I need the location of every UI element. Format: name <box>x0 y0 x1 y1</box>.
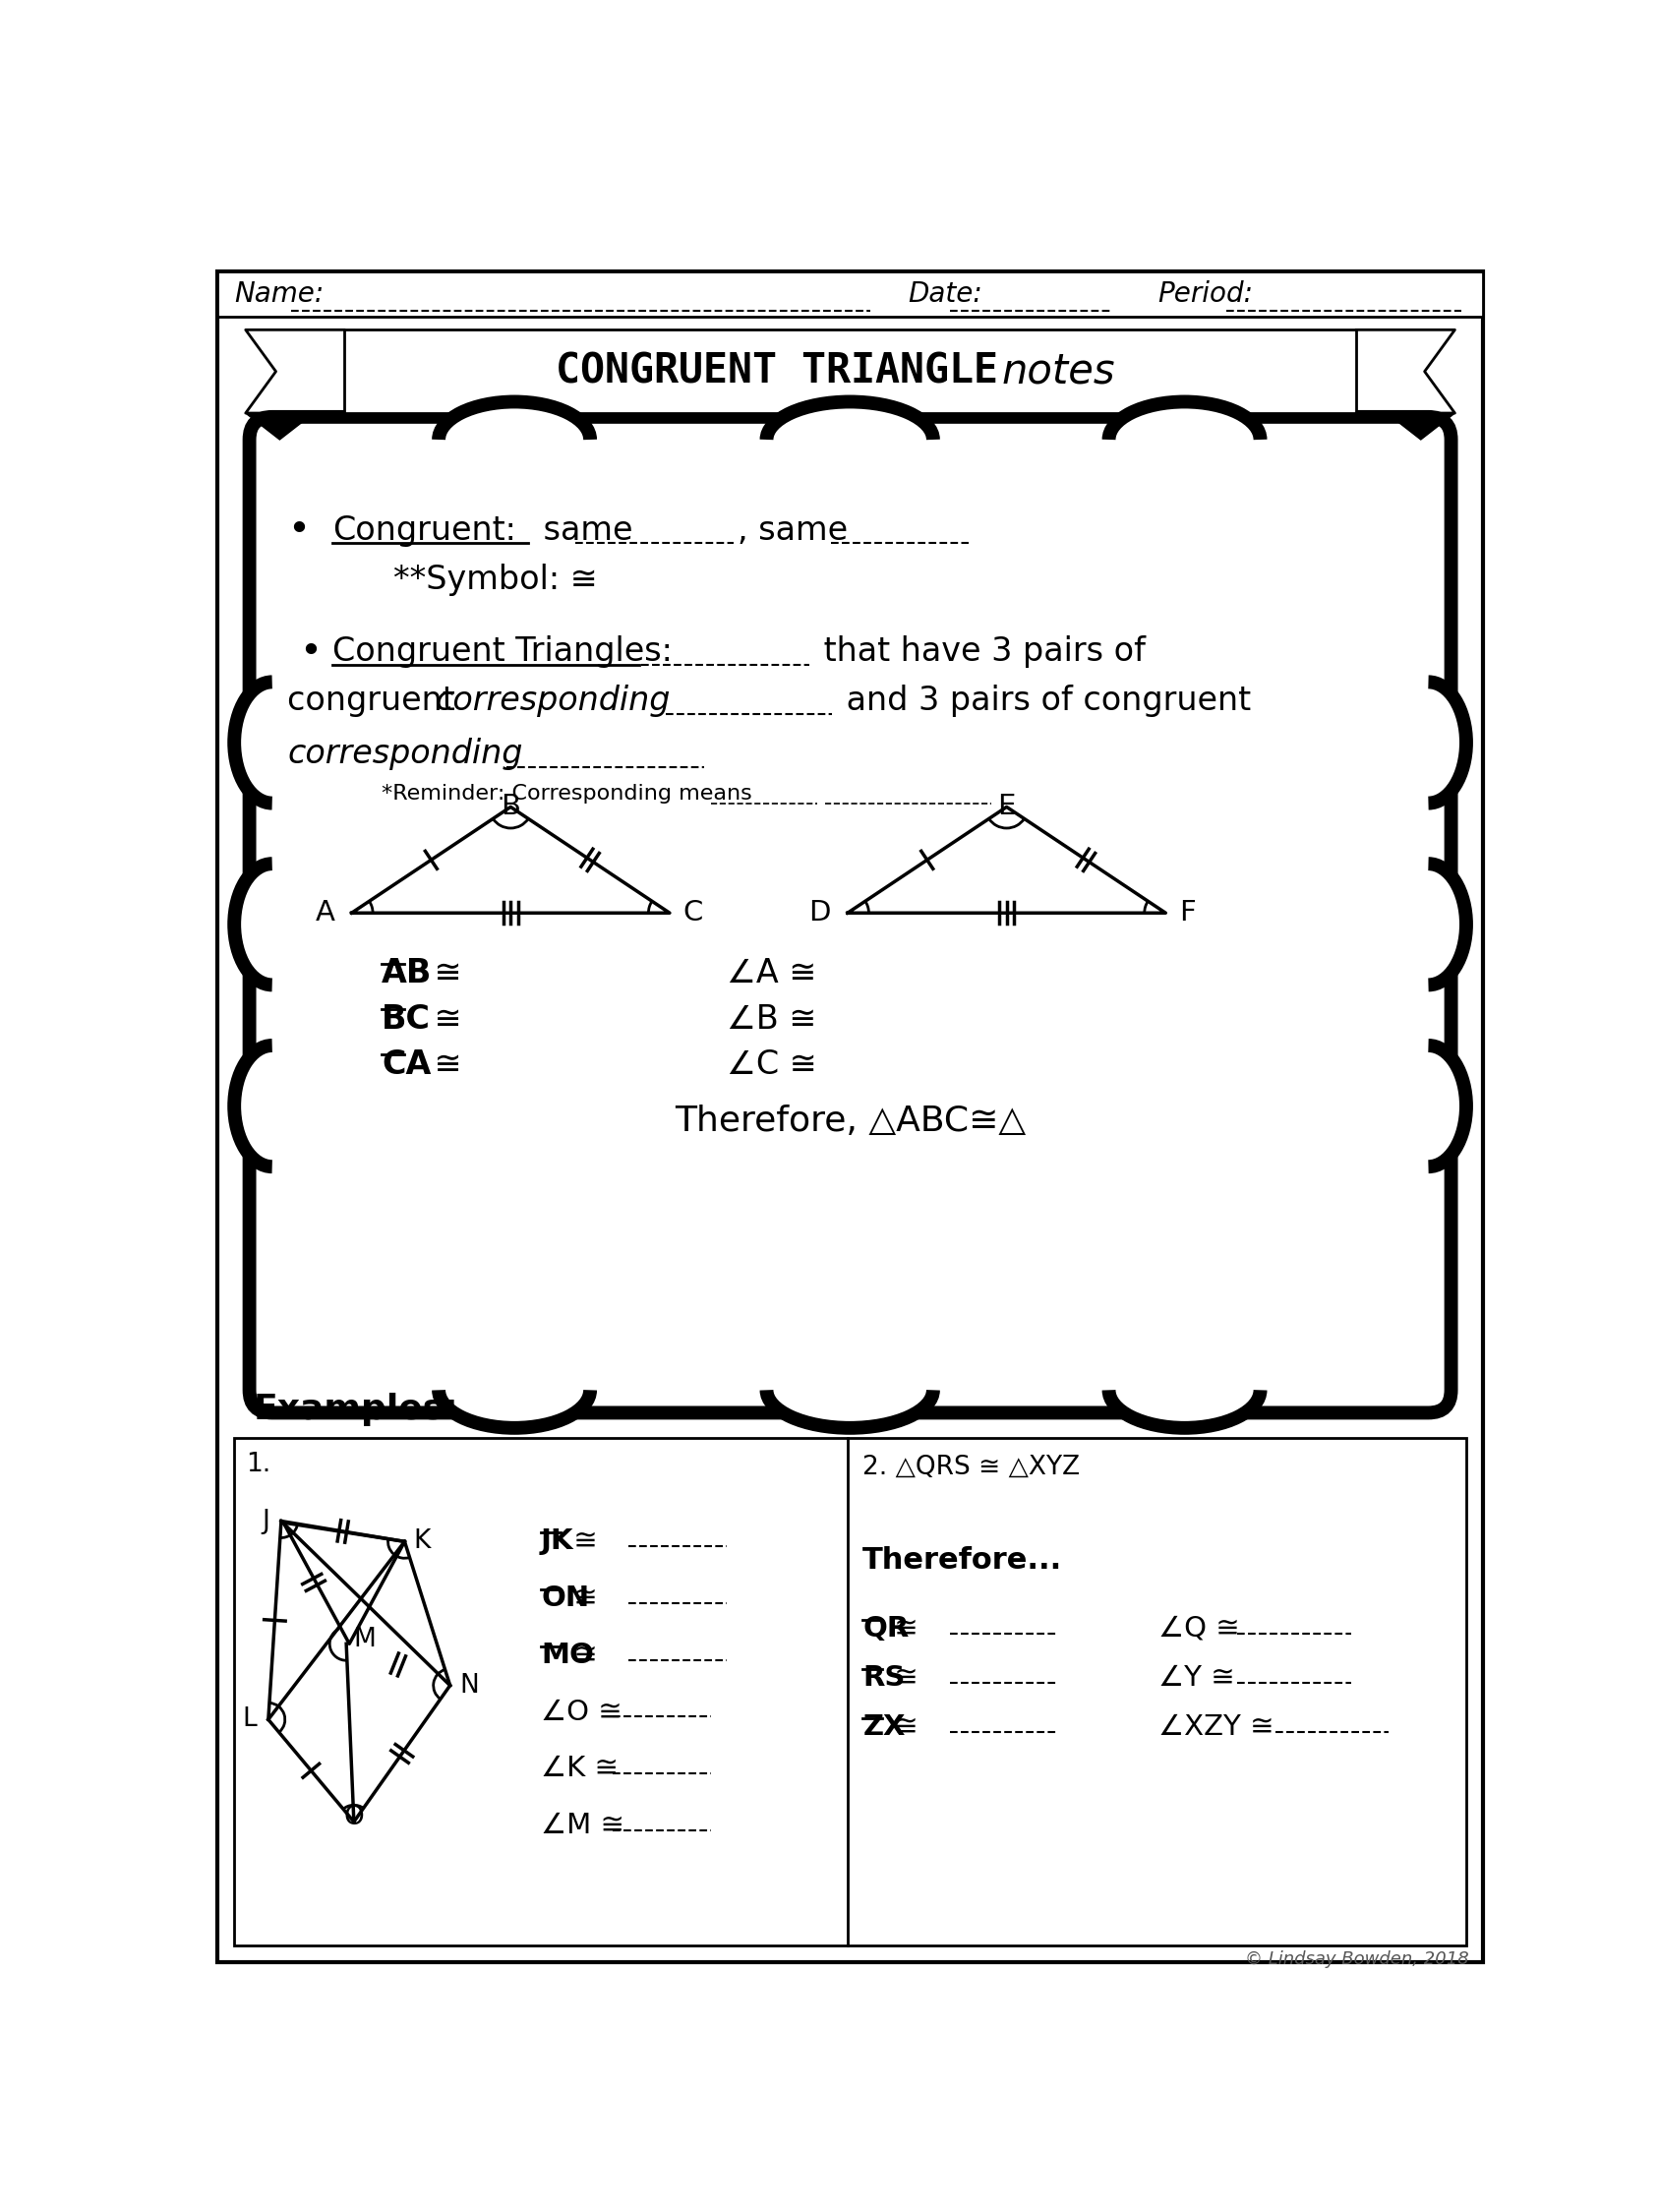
Text: RS: RS <box>863 1663 906 1692</box>
Text: CONGRUENT TRIANGLE: CONGRUENT TRIANGLE <box>556 352 1024 392</box>
Text: JK: JK <box>541 1528 574 1555</box>
Text: ∠C ≅: ∠C ≅ <box>727 1048 816 1082</box>
FancyBboxPatch shape <box>249 416 1452 1413</box>
Text: 1.: 1. <box>246 1451 270 1478</box>
Text: •: • <box>299 633 322 670</box>
Bar <box>234 1438 1467 1944</box>
Text: ∠XZY ≅: ∠XZY ≅ <box>1158 1714 1274 1741</box>
Text: ≅: ≅ <box>423 1002 461 1035</box>
Text: J: J <box>262 1509 270 1533</box>
Polygon shape <box>766 403 932 440</box>
Text: Congruent:: Congruent: <box>333 513 516 546</box>
Text: corresponding: corresponding <box>287 737 523 770</box>
Text: ON: ON <box>541 1584 589 1613</box>
Text: ≅: ≅ <box>564 1584 597 1613</box>
Text: •: • <box>287 511 310 549</box>
Text: ∠O ≅: ∠O ≅ <box>541 1699 622 1725</box>
Bar <box>343 330 1357 414</box>
Text: *Reminder: Corresponding means: *Reminder: Corresponding means <box>382 785 753 803</box>
Text: ∠Y ≅: ∠Y ≅ <box>1158 1663 1234 1692</box>
Text: and 3 pairs of congruent: and 3 pairs of congruent <box>836 686 1251 717</box>
Polygon shape <box>234 863 272 984</box>
Text: ≅: ≅ <box>423 1048 461 1082</box>
Text: ≅: ≅ <box>564 1528 597 1555</box>
Text: 2. △QRS ≅ △XYZ: 2. △QRS ≅ △XYZ <box>863 1455 1080 1480</box>
Text: ∠M ≅: ∠M ≅ <box>541 1812 624 1840</box>
Polygon shape <box>1108 1389 1261 1429</box>
Text: F: F <box>1180 900 1196 927</box>
Text: Therefore...: Therefore... <box>863 1546 1063 1575</box>
Text: E: E <box>997 794 1015 821</box>
Polygon shape <box>1428 681 1467 803</box>
Text: B: B <box>501 794 521 821</box>
Text: corresponding: corresponding <box>435 686 670 717</box>
Bar <box>217 272 1483 316</box>
Text: AB: AB <box>382 958 433 989</box>
Text: C: C <box>684 900 703 927</box>
Text: ZX: ZX <box>863 1714 906 1741</box>
Text: **Symbol: ≅: **Symbol: ≅ <box>393 564 597 595</box>
Polygon shape <box>766 1389 932 1429</box>
Text: ≅: ≅ <box>564 1641 597 1668</box>
Polygon shape <box>438 1389 591 1429</box>
Text: K: K <box>413 1528 431 1555</box>
Text: notes: notes <box>1002 352 1115 392</box>
Text: ≅: ≅ <box>423 958 461 989</box>
Polygon shape <box>246 414 314 440</box>
Polygon shape <box>1357 330 1455 414</box>
Polygon shape <box>1428 863 1467 984</box>
Text: ≅: ≅ <box>884 1663 917 1692</box>
Text: Therefore, △ABC≅△: Therefore, △ABC≅△ <box>674 1104 1025 1137</box>
Text: congruent: congruent <box>287 686 466 717</box>
Text: ∠Q ≅: ∠Q ≅ <box>1158 1615 1239 1641</box>
Text: ∠B ≅: ∠B ≅ <box>727 1002 816 1035</box>
Text: , same: , same <box>738 513 858 546</box>
Text: Congruent Triangles:: Congruent Triangles: <box>333 635 674 668</box>
Text: ≅: ≅ <box>884 1714 917 1741</box>
Text: same: same <box>533 513 644 546</box>
Polygon shape <box>1428 1046 1467 1166</box>
Text: A: A <box>315 900 335 927</box>
Text: © Lindsay Bowden, 2018: © Lindsay Bowden, 2018 <box>1244 1951 1468 1969</box>
Polygon shape <box>1108 403 1261 440</box>
Text: D: D <box>810 900 831 927</box>
Text: that have 3 pairs of: that have 3 pairs of <box>813 635 1146 668</box>
Text: L: L <box>242 1708 257 1732</box>
Text: CA: CA <box>382 1048 431 1082</box>
Text: N: N <box>460 1672 478 1699</box>
Polygon shape <box>234 681 272 803</box>
Text: Examples:: Examples: <box>254 1391 458 1427</box>
Polygon shape <box>1387 414 1455 440</box>
Text: ∠A ≅: ∠A ≅ <box>727 958 816 989</box>
Text: M: M <box>353 1628 377 1652</box>
Polygon shape <box>246 330 343 414</box>
Text: Name:: Name: <box>234 281 324 307</box>
Text: O: O <box>343 1805 363 1832</box>
Polygon shape <box>438 403 591 440</box>
Text: QR: QR <box>863 1615 909 1641</box>
Text: ≅: ≅ <box>884 1615 917 1641</box>
Text: ∠K ≅: ∠K ≅ <box>541 1754 619 1783</box>
Text: Period:: Period: <box>1158 281 1254 307</box>
Text: Date:: Date: <box>907 281 982 307</box>
Polygon shape <box>234 1046 272 1166</box>
Text: BC: BC <box>382 1002 431 1035</box>
Text: MO: MO <box>541 1641 594 1668</box>
